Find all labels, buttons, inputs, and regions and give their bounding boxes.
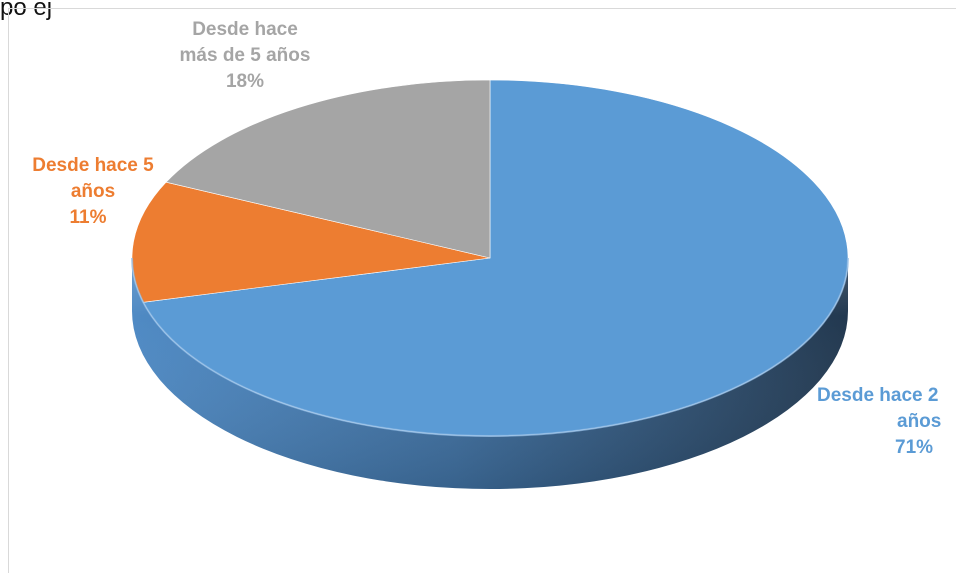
slice-label-line1: Desde hace 2 <box>817 385 939 406</box>
slice-label-desde-hace-5-anos: Desde hace 5 años 11% <box>18 153 168 231</box>
pie-side-shade <box>132 258 848 489</box>
pie-side-layer <box>132 258 848 489</box>
slice-label-desde-hace-mas-de-5-anos: Desde hace más de 5 años 18% <box>155 17 335 95</box>
slice-value-label: 11% <box>69 207 107 228</box>
slice-value-label: 18% <box>225 71 265 92</box>
pie-rim-highlight <box>131 257 849 437</box>
slice-value-label: 71% <box>895 437 934 458</box>
slice-label-line1: Desde hace <box>192 19 298 40</box>
chart-title-fragment: po ej <box>0 0 53 21</box>
pie-slice-2 <box>165 79 491 259</box>
chart-frame-top <box>8 8 956 9</box>
pie-top-layer <box>131 79 849 437</box>
slice-label-line2: más de 5 años <box>179 45 311 66</box>
slice-label-desde-hace-2-anos: Desde hace 2 años 71% <box>817 383 941 461</box>
slice-label-line2: años <box>70 181 116 202</box>
slice-label-line2: años <box>897 411 942 432</box>
slice-label-line1: Desde hace 5 <box>32 155 154 176</box>
chart-frame-left <box>8 8 9 573</box>
